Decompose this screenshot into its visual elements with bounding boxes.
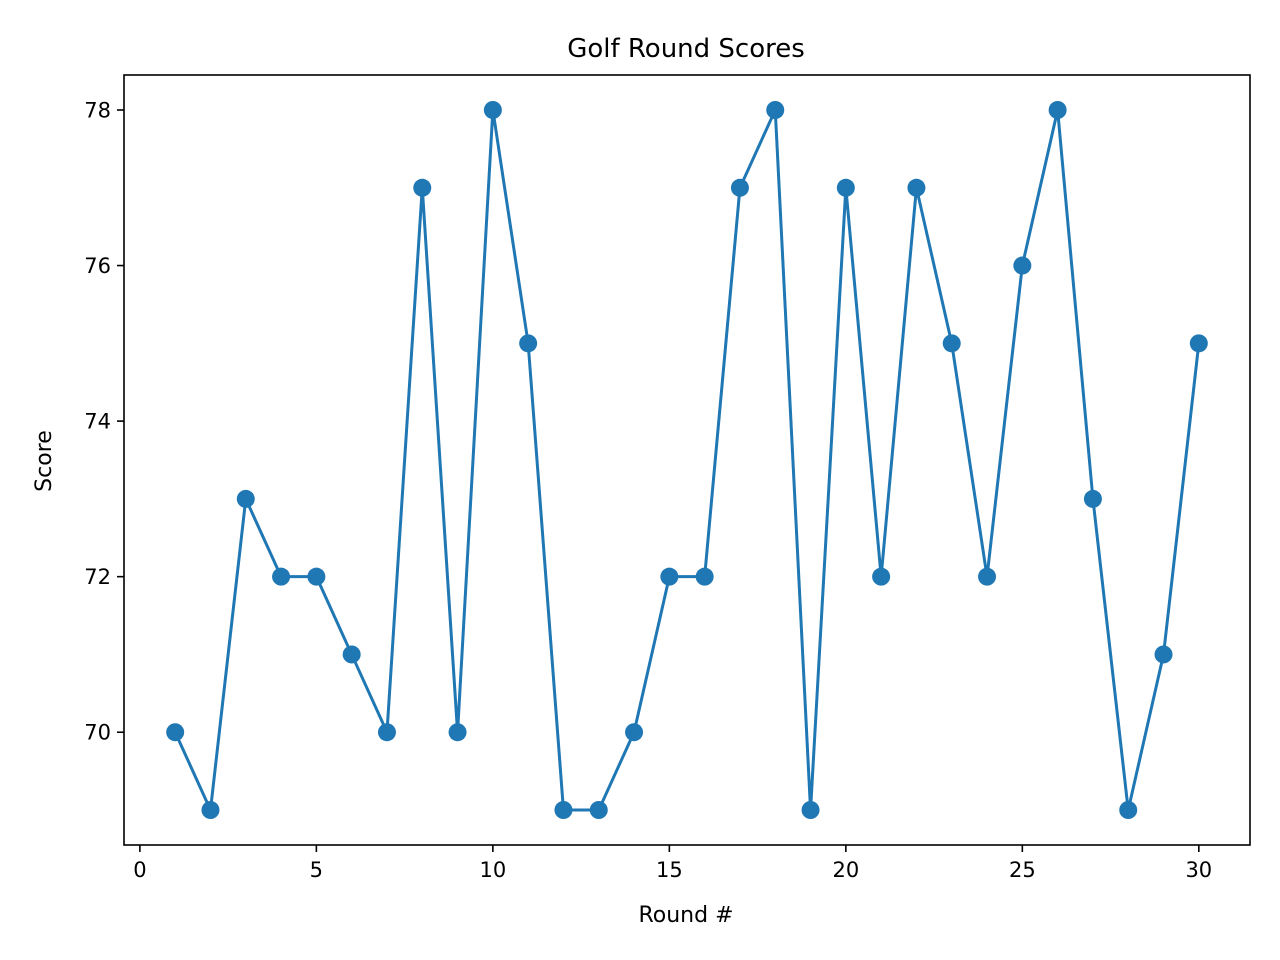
y-tick-label: 76: [84, 254, 111, 278]
chart-title: Golf Round Scores: [567, 34, 805, 64]
series-line: [173, 108, 1201, 812]
data-point: [413, 178, 432, 197]
x-tick-label: 20: [832, 858, 859, 882]
data-point: [907, 178, 926, 197]
y-tick-label: 72: [84, 565, 111, 589]
data-point: [272, 567, 291, 586]
data-point: [236, 489, 255, 508]
data-point: [872, 567, 891, 586]
data-point: [307, 567, 326, 586]
data-point: [1154, 645, 1173, 664]
y-tick-label: 74: [84, 410, 111, 434]
data-point: [1189, 334, 1208, 353]
data-point: [978, 567, 997, 586]
data-point: [589, 801, 608, 819]
data-point: [201, 801, 220, 819]
data-point: [730, 178, 749, 197]
x-tick-label: 25: [1009, 858, 1036, 882]
data-point: [1119, 801, 1138, 819]
data-point: [377, 723, 396, 742]
y-axis-label: Score: [32, 430, 57, 492]
data-point: [801, 801, 820, 819]
data-point: [625, 723, 644, 742]
data-point: [766, 101, 785, 119]
data-point: [942, 334, 961, 353]
data-point: [1083, 489, 1102, 508]
x-tick-label: 0: [133, 858, 146, 882]
data-point: [166, 723, 185, 742]
data-point: [1048, 101, 1067, 119]
data-point: [695, 567, 714, 586]
data-point: [483, 101, 502, 119]
data-point: [1013, 256, 1032, 275]
x-tick-label: 15: [656, 858, 683, 882]
plot-area: 0 5 10 15 20 25 30 70 72 74 76 78: [84, 74, 1251, 882]
data-point: [342, 645, 361, 664]
y-tick-label: 70: [84, 721, 111, 745]
plot-frame: [123, 74, 1251, 846]
y-tick-label: 78: [84, 99, 111, 123]
x-axis-label: Round #: [638, 903, 733, 928]
data-point: [554, 801, 573, 819]
data-point: [660, 567, 679, 586]
x-tick-label: 10: [479, 858, 506, 882]
data-point: [519, 334, 538, 353]
data-point: [448, 723, 467, 742]
data-point: [836, 178, 855, 197]
x-tick-label: 30: [1185, 858, 1212, 882]
x-tick-label: 5: [310, 858, 323, 882]
